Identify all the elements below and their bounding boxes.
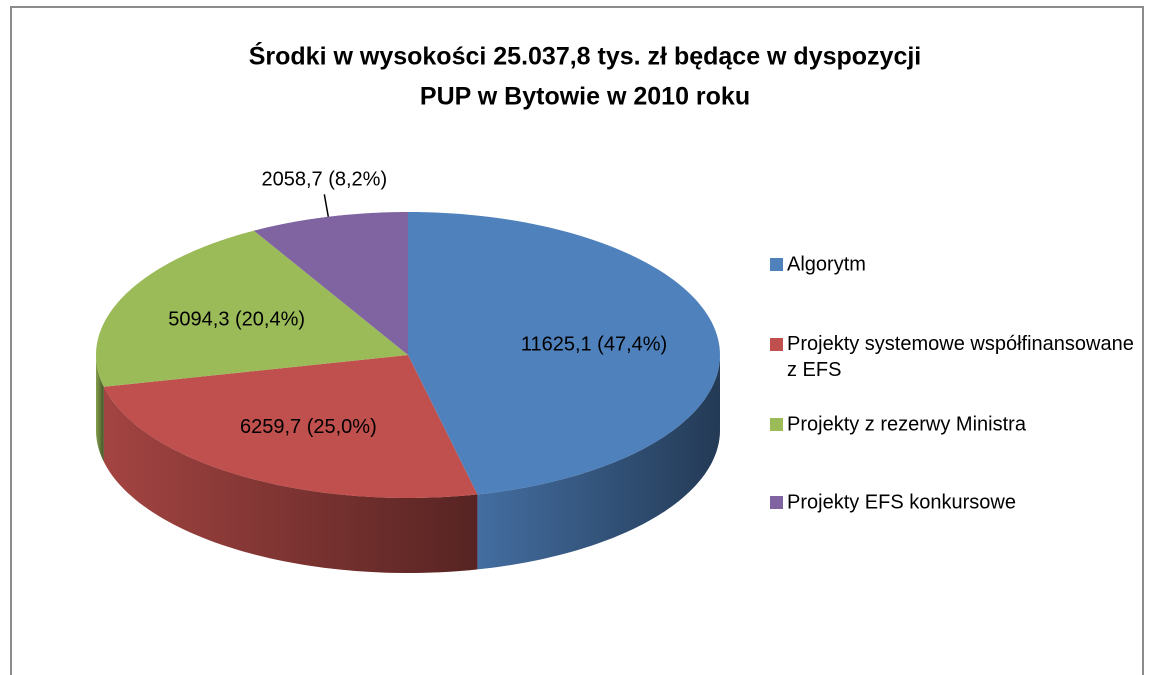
legend-label: Projekty z rezerwy Ministra bbox=[787, 413, 1027, 435]
data-label: 2058,7 (8,2%) bbox=[261, 169, 387, 191]
legend-label: Projekty systemowe współfinansowane z EFS bbox=[787, 333, 1134, 381]
legend-label-line: z EFS bbox=[787, 359, 841, 381]
chart-frame bbox=[10, 6, 1144, 675]
legend-swatch bbox=[770, 496, 783, 509]
legend-item: Projekty systemowe współfinansowane z EFS bbox=[770, 333, 1134, 381]
slice-side-shade bbox=[96, 355, 104, 462]
chart-title: Środki w wysokości 25.037,8 tys. zł będą… bbox=[249, 41, 922, 71]
legend-label-line: Projekty systemowe współfinansowane bbox=[787, 333, 1134, 355]
slice bbox=[253, 212, 408, 355]
legend-swatch bbox=[770, 418, 783, 431]
legend-item: Algorytm bbox=[770, 253, 866, 275]
slice-side-shade bbox=[103, 386, 478, 573]
data-label: 6259,7 (25,0%) bbox=[240, 416, 377, 438]
slice-side bbox=[103, 386, 478, 573]
data-label: 11625,1 (47,4%) bbox=[521, 334, 667, 356]
slice-side bbox=[477, 355, 720, 570]
slice bbox=[103, 355, 478, 498]
data-label: 5094,3 (20,4%) bbox=[168, 309, 305, 331]
slice bbox=[96, 230, 408, 387]
chart-title: PUP w Bytowie w 2010 roku bbox=[420, 83, 750, 111]
legend-swatch bbox=[770, 258, 783, 271]
legend-label: Algorytm bbox=[787, 253, 866, 275]
slice bbox=[408, 212, 720, 495]
legend-item: Projekty z rezerwy Ministra bbox=[770, 413, 1027, 435]
leader-line bbox=[323, 194, 330, 217]
slice-side-shade bbox=[477, 355, 720, 570]
legend-item: Projekty EFS konkursowe bbox=[770, 491, 1016, 513]
legend-swatch bbox=[770, 338, 783, 351]
slice-side bbox=[96, 355, 104, 462]
legend-label: Projekty EFS konkursowe bbox=[787, 491, 1016, 513]
